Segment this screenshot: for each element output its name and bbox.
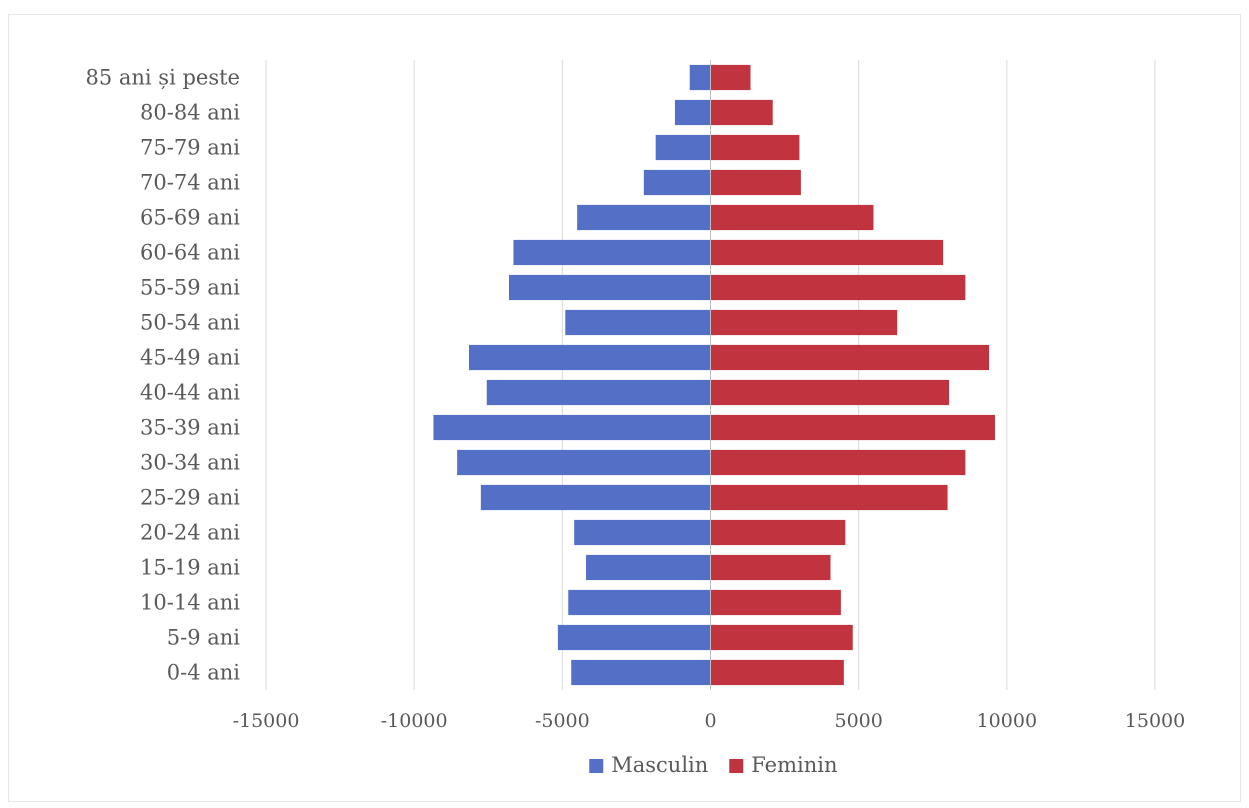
bar-masculin-14 [643,169,711,196]
category-label: 60-64 ani [140,241,240,265]
category-label: 20-24 ani [140,521,240,545]
bar-masculin-10 [565,309,711,336]
category-label: 0-4 ani [167,661,241,685]
bar-feminin-16 [710,99,773,126]
bar-feminin-0 [710,659,844,686]
bar-feminin-10 [710,309,898,336]
bar-feminin-11 [710,274,966,301]
bar-masculin-17 [689,64,711,91]
bar-feminin-5 [710,484,948,511]
bar-feminin-17 [710,64,751,91]
category-label: 35-39 ani [140,416,240,440]
bar-feminin-1 [710,624,853,651]
tick-label: 10000 [977,710,1037,732]
tick-labels: -15000 -10000 -5000 0 5000 10000 15000 [233,710,1186,732]
category-labels: 0-4 ani 5-9 ani 10-14 ani 15-19 ani 20-24 an… [85,66,240,685]
legend-swatch [589,759,604,773]
bar-feminin-4 [710,519,846,546]
bar-masculin-12 [513,239,711,266]
bar-masculin-8 [486,379,711,406]
category-label: 65-69 ani [140,206,240,230]
bar-feminin-13 [710,204,874,231]
bar-feminin-3 [710,554,831,581]
bar-masculin-9 [468,344,711,371]
bar-masculin-1 [557,624,711,651]
category-label: 70-74 ani [140,171,240,195]
bar-masculin-13 [577,204,711,231]
tick-label: 5000 [834,710,882,732]
legend: Masculin Feminin [589,753,838,777]
category-label: 55-59 ani [140,276,240,300]
bar-masculin-6 [457,449,711,476]
bar-masculin-5 [480,484,711,511]
tick-label: 0 [704,710,716,732]
category-label: 80-84 ani [140,101,240,125]
bar-masculin-4 [574,519,711,546]
bar-feminin-9 [710,344,990,371]
bar-masculin-11 [508,274,711,301]
bar-masculin-2 [568,589,711,616]
category-label: 30-34 ani [140,451,240,475]
legend-swatch [729,759,744,773]
bar-masculin-0 [571,659,711,686]
category-label: 25-29 ani [140,486,240,510]
tick-label: -10000 [381,710,448,732]
category-label: 50-54 ani [140,311,240,335]
bar-masculin-15 [655,134,711,161]
bar-feminin-8 [710,379,950,406]
legend-label: Masculin [611,753,708,777]
category-label: 45-49 ani [140,346,240,370]
category-label: 40-44 ani [140,381,240,405]
category-label: 75-79 ani [140,136,240,160]
bar-feminin-14 [710,169,801,196]
bar-masculin-3 [586,554,711,581]
tick-label: 15000 [1125,710,1185,732]
category-label: 10-14 ani [140,591,240,615]
bar-masculin-16 [674,99,711,126]
bar-feminin-12 [710,239,944,266]
legend-label: Feminin [751,753,837,777]
gridlines [265,60,1156,690]
chart-frame [8,14,1241,802]
category-label: 5-9 ani [167,626,241,650]
tick-label: -15000 [233,710,300,732]
tick-label: -5000 [535,710,590,732]
bar-feminin-15 [710,134,800,161]
bars [433,64,995,686]
category-label: 85 ani și peste [85,66,240,90]
bar-feminin-6 [710,449,966,476]
bar-feminin-2 [710,589,841,616]
category-label: 15-19 ani [140,556,240,580]
bar-masculin-7 [433,414,711,441]
bar-feminin-7 [710,414,995,441]
